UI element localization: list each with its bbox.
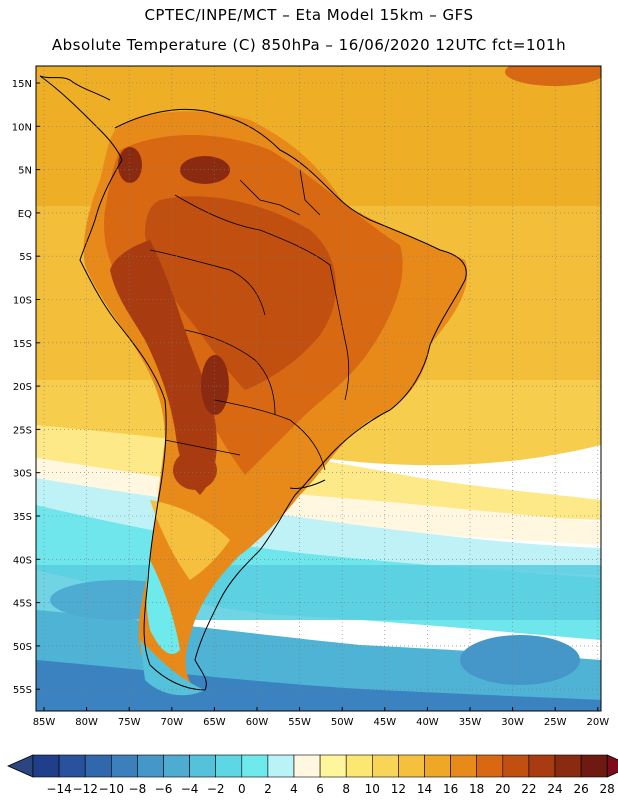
colorbar-label: 16 bbox=[443, 782, 458, 796]
latitude-label: 30S bbox=[13, 469, 32, 480]
colorbar-swatch bbox=[293, 754, 321, 778]
longitude-label: 65W bbox=[203, 717, 226, 728]
colorbar-swatch bbox=[398, 754, 425, 778]
colorbar-swatch bbox=[554, 754, 582, 778]
colorbar-swatch bbox=[84, 754, 112, 778]
colorbar-label: 6 bbox=[316, 782, 324, 796]
colorbar-swatch bbox=[137, 754, 164, 778]
colorbar-swatch bbox=[267, 754, 295, 778]
latitude-label: 50S bbox=[13, 642, 32, 653]
latitude-label: 55S bbox=[13, 685, 32, 696]
colorbar-over-arrow bbox=[606, 754, 618, 778]
longitude-label: 20W bbox=[586, 717, 609, 728]
colorbar-swatch bbox=[580, 754, 608, 778]
latitude-labels: 15N 10N 5N EQ 5S 10S 15S 20S 25S 30S 35S 40S 45S 50S 5… bbox=[12, 79, 40, 696]
temperature-field bbox=[36, 66, 601, 711]
longitude-labels: 85W 80W 75W 70W 65W 60W 55W 50W 45W 40W 35W 30W 25W 2… bbox=[33, 707, 609, 728]
longitude-label: 45W bbox=[373, 717, 396, 728]
latitude-label: 10N bbox=[12, 122, 32, 133]
colorbar-swatch bbox=[450, 754, 478, 778]
colorbar-swatch bbox=[241, 754, 269, 778]
colorbar-swatch bbox=[163, 754, 190, 778]
longitude-label: 60W bbox=[246, 717, 269, 728]
colorbar-label: 14 bbox=[417, 782, 432, 796]
colorbar-label: 26 bbox=[573, 782, 588, 796]
latitude-label: 20S bbox=[13, 382, 32, 393]
colorbar-swatch bbox=[189, 754, 217, 778]
colorbar-swatch bbox=[476, 754, 504, 778]
longitude-label: 50W bbox=[331, 717, 354, 728]
colorbar-label: −10 bbox=[99, 782, 124, 796]
colorbar-swatch bbox=[345, 754, 373, 778]
colorbar-label: 0 bbox=[238, 782, 246, 796]
colorbar-label: −2 bbox=[207, 782, 225, 796]
longitude-label: 80W bbox=[75, 717, 98, 728]
map-frame bbox=[35, 65, 602, 712]
longitude-label: 40W bbox=[416, 717, 439, 728]
colorbar-swatch bbox=[371, 754, 399, 778]
colorbar-swatch bbox=[424, 754, 451, 778]
colorbar-swatch bbox=[502, 754, 530, 778]
latitude-label: 5N bbox=[18, 166, 32, 177]
latitude-label: 45S bbox=[13, 599, 32, 610]
longitude-label: 75W bbox=[118, 717, 141, 728]
colorbar-label: −6 bbox=[155, 782, 173, 796]
latitude-label: 25S bbox=[13, 425, 32, 436]
colorbar-label: 8 bbox=[342, 782, 350, 796]
colorbar-label: 2 bbox=[264, 782, 272, 796]
colorbar-swatch bbox=[58, 754, 86, 778]
colorbar-label: 12 bbox=[391, 782, 406, 796]
colorbar-label: −4 bbox=[181, 782, 199, 796]
colorbar-swatch bbox=[111, 754, 138, 778]
colorbar-swatch bbox=[319, 754, 347, 778]
latitude-label: 15N bbox=[12, 79, 32, 90]
longitude-label: 85W bbox=[33, 717, 56, 728]
colorbar-label: 28 bbox=[600, 782, 615, 796]
longitude-label: 70W bbox=[160, 717, 183, 728]
colorbar-swatch bbox=[215, 754, 243, 778]
colorbar bbox=[7, 754, 618, 778]
longitude-label: 25W bbox=[544, 717, 567, 728]
coastline bbox=[39, 75, 467, 691]
colorbar-label: 24 bbox=[547, 782, 562, 796]
colorbar-label: −12 bbox=[73, 782, 98, 796]
longitude-label: 55W bbox=[288, 717, 311, 728]
longitude-label: 35W bbox=[459, 717, 482, 728]
colorbar-swatch bbox=[32, 754, 60, 778]
map-subtitle: Absolute Temperature (C) 850hPa – 16/06/… bbox=[51, 36, 567, 54]
latitude-label: 5S bbox=[19, 252, 32, 263]
latitude-label: 35S bbox=[13, 512, 32, 523]
colorbar-label: 10 bbox=[365, 782, 380, 796]
longitude-label: 30W bbox=[501, 717, 524, 728]
map-title: CPTEC/INPE/MCT – Eta Model 15km – GFS bbox=[144, 6, 474, 24]
colorbar-label: 22 bbox=[521, 782, 536, 796]
latitude-label: EQ bbox=[18, 209, 32, 220]
latitude-label: 15S bbox=[13, 339, 32, 350]
latitude-label: 10S bbox=[13, 296, 32, 307]
colorbar-label: 18 bbox=[469, 782, 484, 796]
colorbar-swatch bbox=[528, 754, 556, 778]
latitude-label: 40S bbox=[13, 555, 32, 566]
colorbar-label: −14 bbox=[46, 782, 71, 796]
colorbar-label: −8 bbox=[129, 782, 147, 796]
country-borders bbox=[149, 169, 350, 471]
colorbar-under-arrow bbox=[7, 754, 34, 778]
colorbar-label: 20 bbox=[495, 782, 510, 796]
colorbar-labels: −14 −12 −10 −8 −6 −4 −2 0 2 4 6 8 10 12 14 16 18 20 22 24 26… bbox=[46, 782, 614, 796]
colorbar-label: 4 bbox=[290, 782, 298, 796]
